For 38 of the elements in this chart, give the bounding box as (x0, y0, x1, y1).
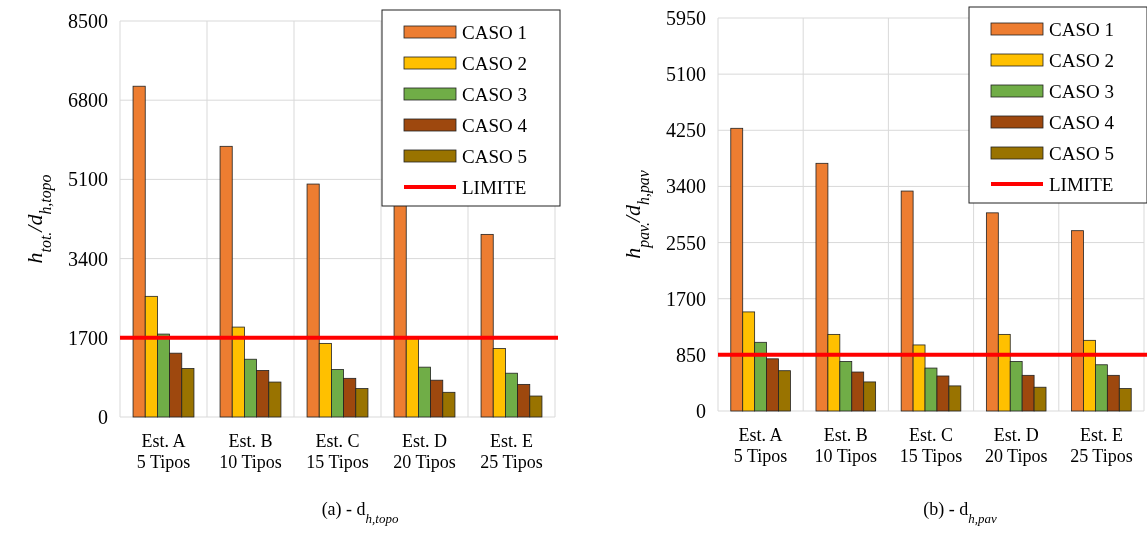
legend-label: LIMITE (462, 176, 527, 198)
x-tick-label: Est. E 25 Tipos (480, 431, 543, 472)
x-tick-label: Est. B 10 Tipos (219, 431, 282, 472)
x-tick-label: Est. D 20 Tipos (984, 425, 1048, 466)
x-tick-label: Est. A 5 Tipos (733, 425, 788, 466)
x-tick-label: Est. C 15 Tipos (306, 431, 369, 472)
x-tick-label: Est. E 25 Tipos (1070, 425, 1133, 466)
legend-label: CASO 3 (1049, 80, 1114, 102)
legend-label: CASO 4 (1049, 111, 1115, 133)
text: (a) - d$_{h,topo}$ (321, 499, 399, 526)
y-tick-label: 0 (696, 400, 706, 422)
legend-label: CASO 5 (462, 145, 527, 167)
y-tick-label: 6800 (68, 89, 108, 112)
y-tick-label: 0 (98, 406, 108, 428)
x-tick-label: Est. D 20 Tipos (393, 431, 456, 472)
y-tick-label: 2550 (666, 231, 706, 254)
y-tick-label: 5950 (666, 7, 706, 29)
legend-label: CASO 3 (462, 83, 527, 105)
text: (b) - d$_{h,pav}$ (923, 499, 997, 526)
y-tick-label: 850 (676, 343, 706, 366)
y-tick-label: 3400 (68, 247, 108, 270)
y-tick-label: 5100 (68, 168, 108, 191)
y-tick-label: 1700 (666, 287, 706, 310)
legend-label: CASO 2 (462, 52, 527, 74)
y-tick-label: 8500 (68, 10, 108, 32)
legend-label: CASO 1 (462, 21, 527, 43)
legend-label: CASO 4 (462, 114, 528, 136)
x-tick-label: Est. B 10 Tipos (814, 425, 878, 466)
legend-label: CASO 2 (1049, 49, 1114, 71)
y-tick-label: 5100 (666, 63, 706, 86)
legend-label: CASO 5 (1049, 142, 1114, 164)
y-tick-label: 4250 (666, 119, 706, 142)
legend-label: LIMITE (1049, 173, 1114, 195)
legend-label: CASO 1 (1049, 18, 1114, 40)
y-tick-label: 3400 (666, 175, 706, 198)
x-tick-label: Est. C 15 Tipos (899, 425, 963, 466)
x-tick-label: Est. A 5 Tipos (136, 431, 191, 472)
y-tick-label: 1700 (68, 326, 108, 349)
